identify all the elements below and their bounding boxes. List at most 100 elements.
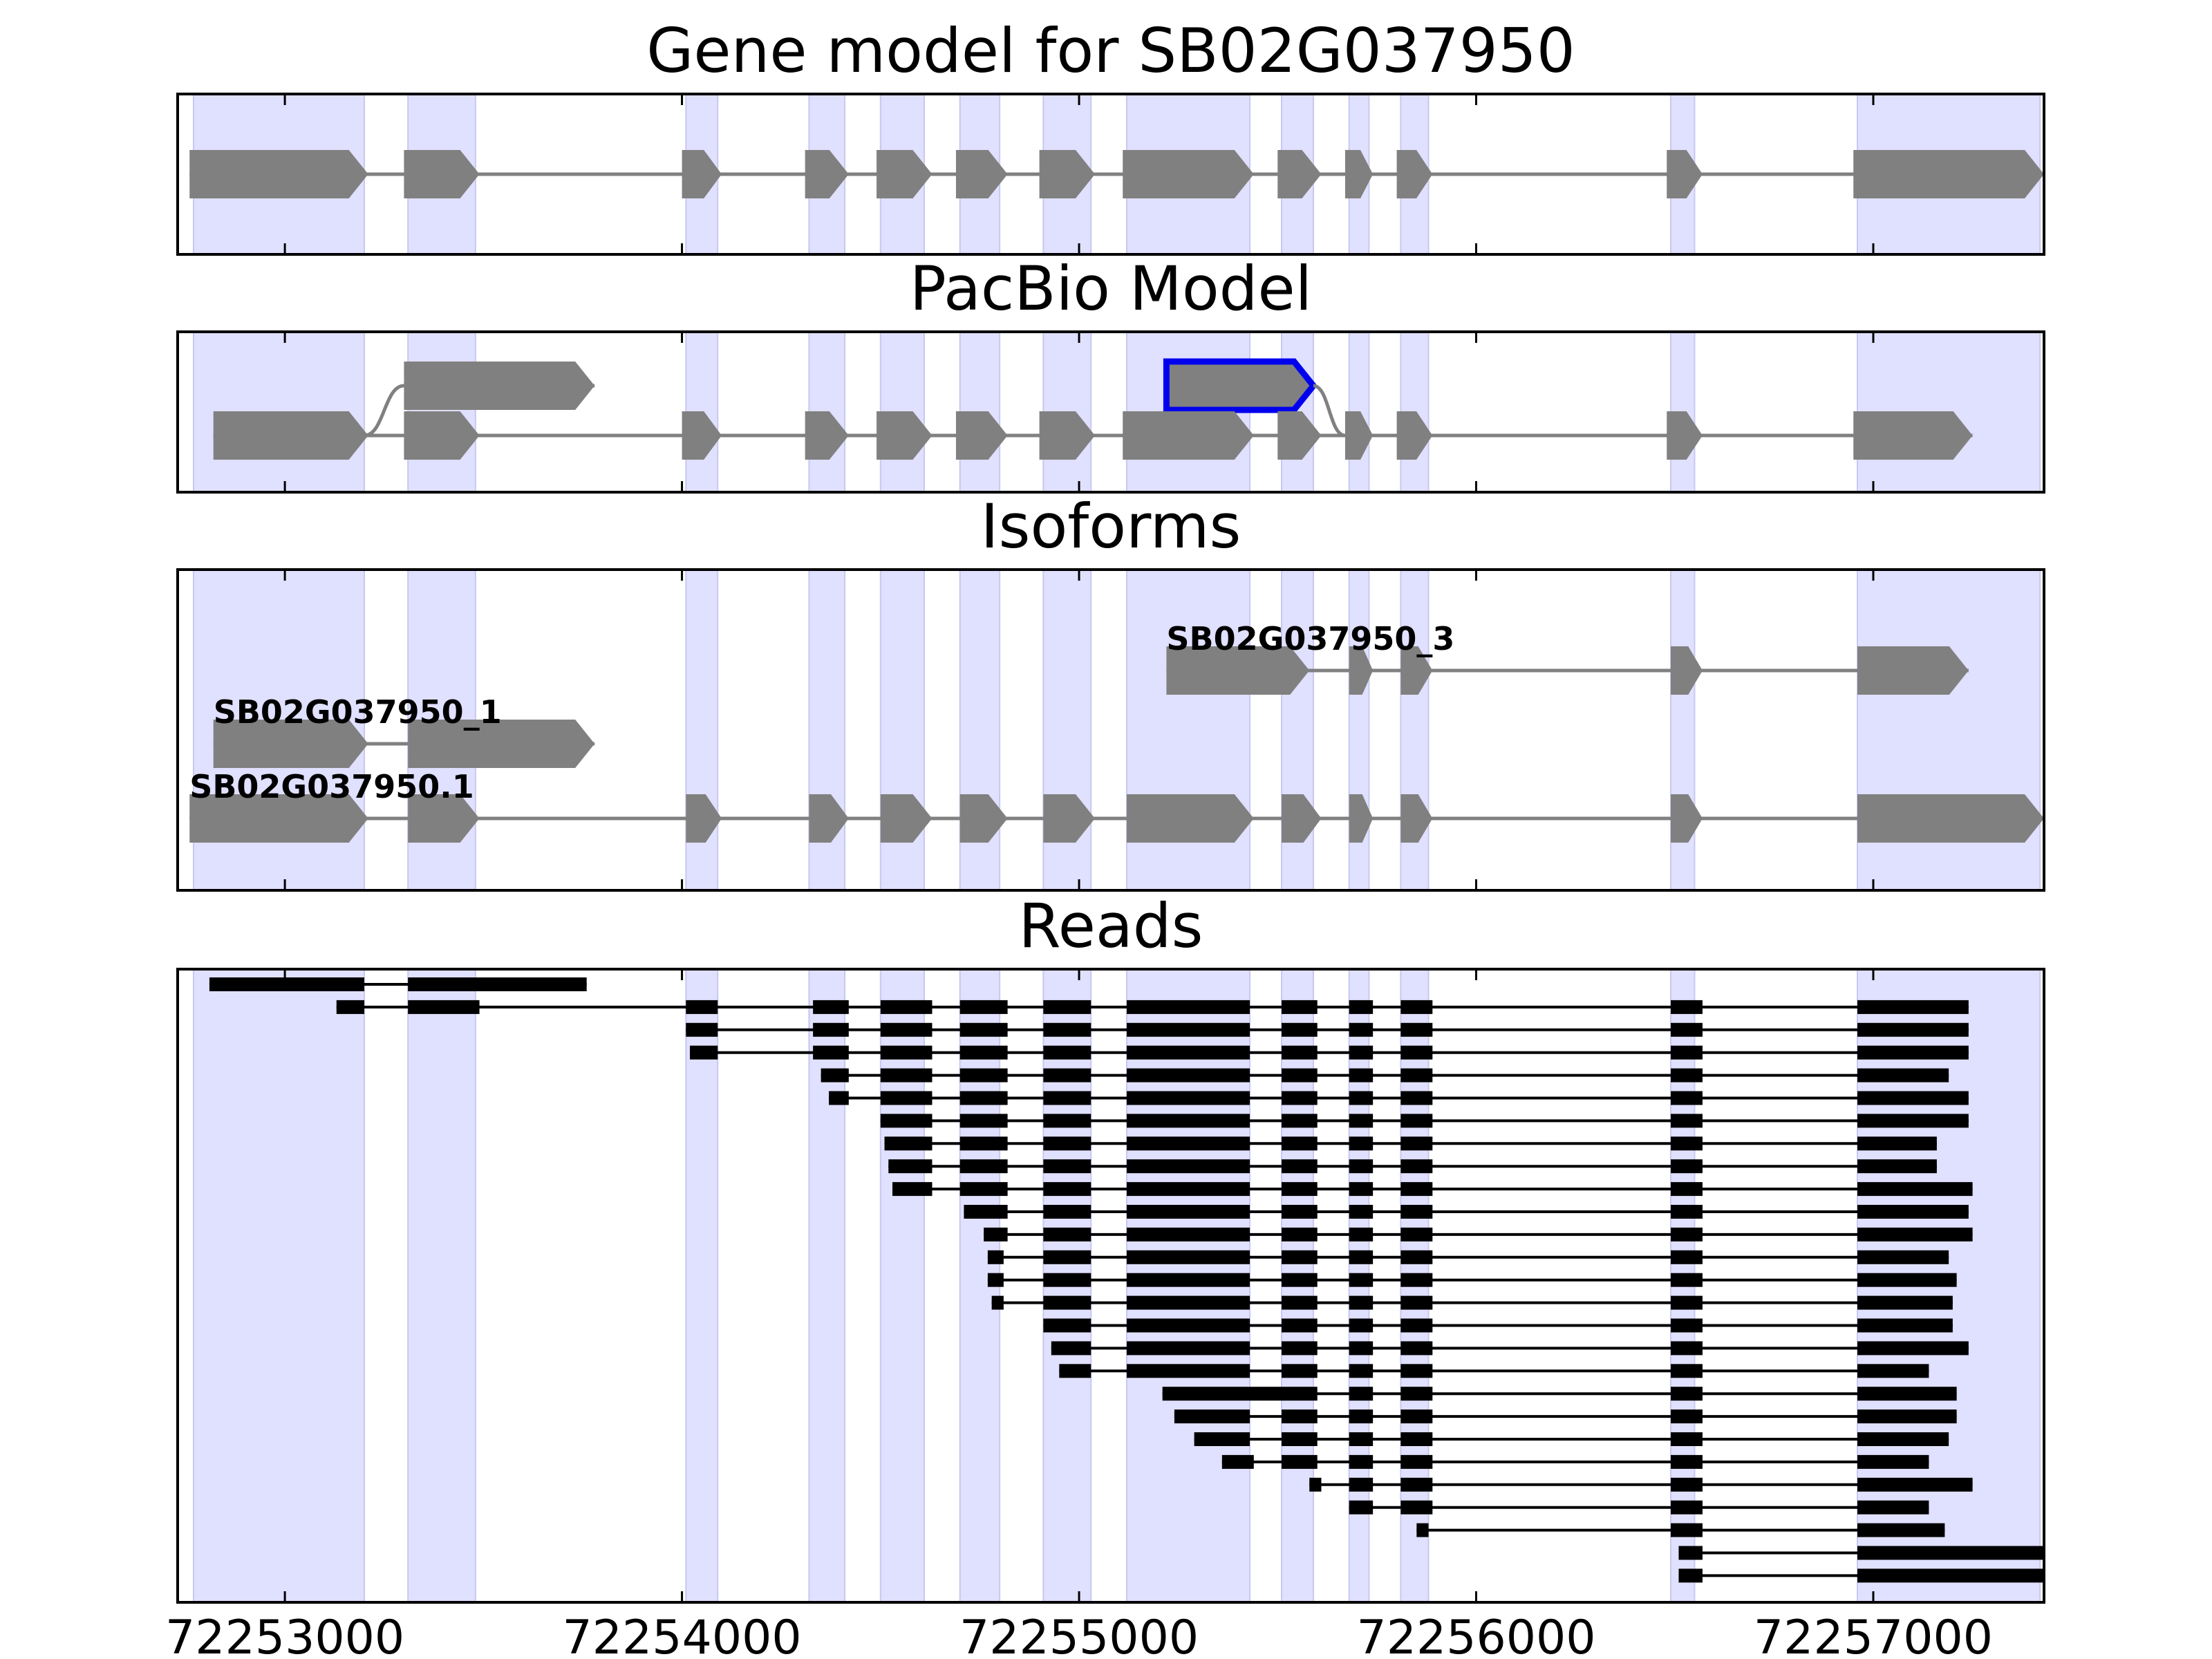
- read-block: [1857, 1114, 1969, 1128]
- exon-block: [408, 794, 480, 843]
- exon-block: [404, 411, 480, 460]
- read-row: [336, 1000, 1969, 1014]
- exon-block: [408, 720, 595, 768]
- read-block: [813, 1045, 849, 1060]
- read-block: [1126, 1159, 1250, 1174]
- read-block: [1126, 1091, 1250, 1105]
- read-block: [1400, 1432, 1433, 1446]
- read-row: [1678, 1568, 2044, 1583]
- read-block: [1126, 1205, 1250, 1219]
- read-block: [1043, 1159, 1091, 1174]
- read-block: [1174, 1409, 1250, 1424]
- x-tick-label: 72254000: [563, 1611, 802, 1659]
- splice-connector: [1313, 384, 1346, 438]
- read-block: [1857, 1091, 1969, 1105]
- panel-title: Isoforms: [981, 491, 1241, 562]
- isoform-label: SB02G037950_1: [214, 693, 502, 731]
- read-block: [336, 1000, 364, 1014]
- exon-block: [955, 150, 1008, 198]
- read-row: [1309, 1477, 1973, 1492]
- read-block: [1671, 1295, 1703, 1310]
- read-block: [1051, 1341, 1091, 1356]
- read-block: [690, 1045, 718, 1060]
- read-block: [1671, 1091, 1703, 1105]
- exon-block: [1667, 411, 1703, 460]
- read-block: [1282, 1091, 1318, 1105]
- panel-frame: [176, 968, 2045, 1604]
- x-tick-label: 72256000: [1356, 1611, 1595, 1659]
- read-block: [1043, 1250, 1091, 1264]
- exon-block: [880, 794, 932, 843]
- exon-band: [407, 968, 476, 1603]
- read-block: [1043, 1022, 1091, 1037]
- read-block: [1043, 1000, 1091, 1014]
- exon-block: [959, 794, 1008, 843]
- read-block: [987, 1273, 1004, 1287]
- read-row: [987, 1273, 1957, 1287]
- read-block: [959, 1159, 1008, 1174]
- read-row: [884, 1136, 1937, 1151]
- read-block: [959, 1091, 1008, 1105]
- exon-block: [1123, 411, 1254, 460]
- read-block: [1400, 1068, 1433, 1082]
- exon-block: [404, 150, 480, 198]
- exon-band: [808, 968, 846, 1603]
- read-block: [1400, 1205, 1433, 1219]
- read-block: [1043, 1068, 1091, 1082]
- read-block: [686, 1000, 718, 1014]
- read-block: [829, 1091, 849, 1105]
- read-block: [1282, 1022, 1318, 1037]
- exon-block: [189, 150, 368, 198]
- read-block: [1400, 1364, 1433, 1378]
- read-block: [1671, 1454, 1703, 1469]
- read-block: [964, 1205, 1008, 1219]
- read-block: [1043, 1045, 1091, 1060]
- read-block: [1043, 1205, 1091, 1219]
- read-block: [1282, 1364, 1318, 1378]
- exon-block: [1123, 150, 1254, 198]
- exon-block: [955, 411, 1008, 460]
- exon-block: [877, 411, 932, 460]
- read-block: [1043, 1273, 1091, 1287]
- read-row: [1174, 1409, 1957, 1424]
- read-row: [1051, 1341, 1969, 1356]
- isoform-label: SB02G037950.1: [189, 768, 474, 805]
- exon-block: [189, 794, 368, 843]
- exon-block: [1344, 411, 1374, 460]
- exon-block: [1039, 411, 1096, 460]
- splice-connector: [364, 384, 404, 438]
- read-block: [1349, 1045, 1374, 1060]
- read-block: [1043, 1295, 1091, 1310]
- read-block: [1671, 1205, 1703, 1219]
- read-block: [1349, 1432, 1374, 1446]
- exon-block: [1667, 150, 1703, 198]
- exon-block: [1396, 150, 1433, 198]
- read-block: [880, 1022, 932, 1037]
- read-block: [1400, 1500, 1433, 1515]
- read-block: [1400, 1454, 1433, 1469]
- exon-block: [1349, 794, 1374, 843]
- read-block: [1309, 1477, 1322, 1492]
- read-row: [987, 1250, 1949, 1264]
- read-block: [1400, 1136, 1433, 1151]
- read-block: [1671, 1477, 1703, 1492]
- read-block: [1349, 1273, 1374, 1287]
- read-block: [1678, 1568, 1703, 1583]
- exon-block: [686, 794, 722, 843]
- exon-block: [805, 411, 849, 460]
- read-block: [209, 977, 364, 991]
- exon-block: [1282, 794, 1322, 843]
- read-block: [1400, 1159, 1433, 1174]
- read-block: [1349, 1068, 1374, 1082]
- exon-block: [1671, 794, 1703, 843]
- read-row: [984, 1227, 1973, 1241]
- read-block: [1857, 1068, 1949, 1082]
- exon-block: [1277, 150, 1322, 198]
- read-block: [1400, 1273, 1433, 1287]
- read-block: [686, 1022, 718, 1037]
- read-row: [964, 1205, 1969, 1219]
- read-block: [1126, 1068, 1250, 1082]
- read-row: [821, 1068, 1949, 1082]
- panel-frame: [176, 330, 2045, 494]
- read-block: [1349, 1500, 1374, 1515]
